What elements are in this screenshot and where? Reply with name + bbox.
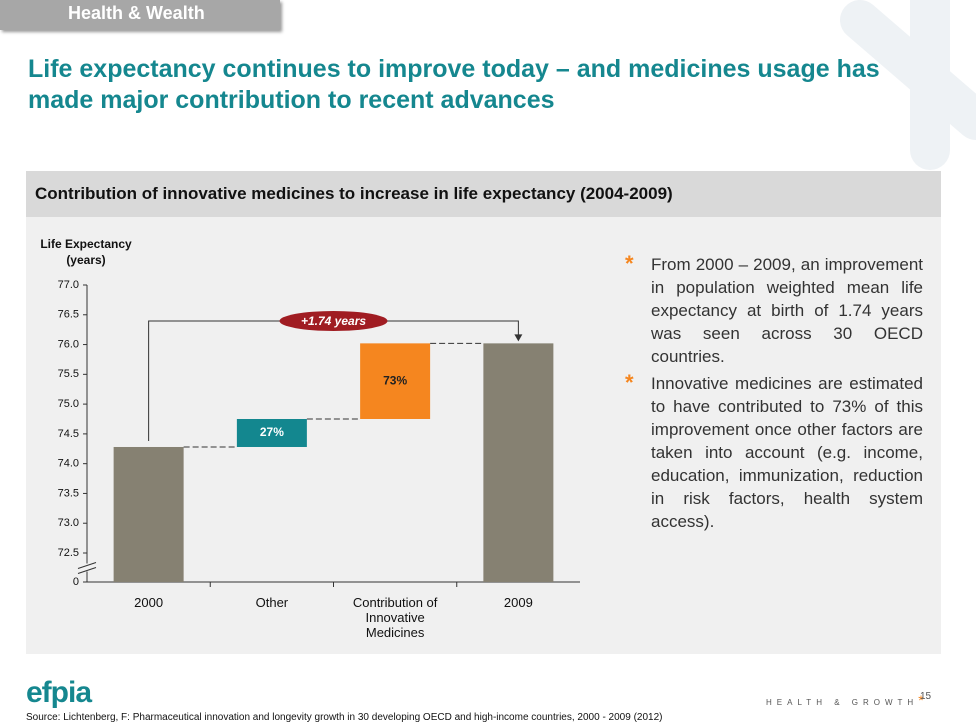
bullet-text: From 2000 – 2009, an improvement in popu…	[651, 255, 923, 366]
x-tick-label: 2000	[134, 595, 164, 610]
slide-title: Life expectancy continues to improve tod…	[28, 55, 880, 114]
y-axis-label: Life Expectancy	[40, 237, 132, 251]
axis-break-gap	[77, 563, 97, 572]
watermark	[840, 0, 976, 170]
y-tick-label: 74.5	[58, 428, 79, 440]
y-tick-label: 72.5	[58, 547, 79, 559]
y-tick-label: 73.5	[58, 487, 79, 499]
bar	[113, 446, 184, 582]
total-label: +1.74 years	[301, 314, 366, 328]
logo: efpia	[26, 676, 92, 709]
bullet-text: Innovative medicines are estimated to ha…	[651, 374, 923, 531]
bar	[236, 419, 307, 447]
arrowhead	[514, 334, 523, 342]
axis-break	[77, 562, 97, 569]
panel-header	[26, 171, 941, 217]
y-axis-label: (years)	[66, 253, 105, 267]
x-tick-label: 2009	[503, 595, 533, 610]
total-bracket	[148, 320, 519, 441]
tagline-text: HEALTH & GROWTH	[766, 698, 919, 707]
y-tick-label: 76.0	[58, 338, 79, 350]
page-number: 15	[920, 691, 932, 702]
y-tick-label: 0	[73, 576, 79, 588]
bar	[360, 343, 431, 419]
bar-label: 27%	[260, 425, 284, 439]
section-tab: Health & Wealth	[0, 0, 280, 30]
tag-star: *	[918, 692, 924, 708]
bullet: * From 2000 – 2009, an improvement in pop…	[625, 251, 923, 366]
bullet: * Innovative medicines are estimated to h…	[625, 370, 923, 531]
source: Source: Lichtenberg, F: Pharmaceutical i…	[26, 712, 663, 723]
x-tick-label: Contribution of Innovative Medicines	[352, 595, 438, 640]
y-tick-label: 75.5	[58, 368, 79, 380]
x-tick-label: Other	[255, 595, 289, 610]
bar	[483, 343, 554, 582]
tagline: HEALTH & GROWTH*	[766, 692, 924, 708]
bar-label: 73%	[383, 373, 407, 387]
y-tick-label: 74.0	[58, 458, 79, 470]
total-badge	[279, 311, 388, 331]
y-tick-label: 76.5	[58, 309, 79, 321]
y-tick-label: 73.0	[58, 517, 79, 529]
y-tick-label: 77.0	[58, 279, 79, 291]
axis-break	[77, 567, 97, 574]
y-tick-label: 75.0	[58, 398, 79, 410]
panel-title: Contribution of innovative medicines to …	[35, 184, 673, 203]
